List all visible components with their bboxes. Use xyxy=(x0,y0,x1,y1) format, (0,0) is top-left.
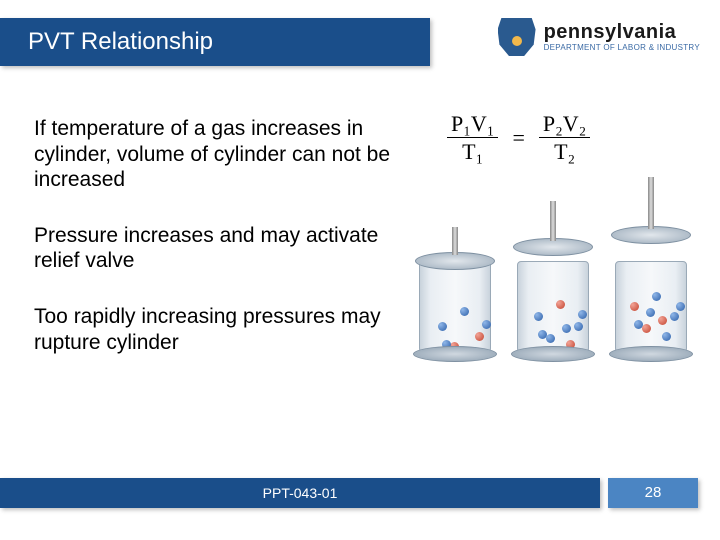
header: PVT Relationship pennsylvania DEPARTMENT… xyxy=(0,0,720,66)
combined-gas-law: P₁V₁ T₁ = P₂V₂ T₂ xyxy=(447,112,590,163)
keystone-icon xyxy=(498,18,536,56)
cylinders-illustration xyxy=(413,226,693,356)
figure-column: P₁V₁ T₁ = P₂V₂ T₂ xyxy=(419,116,690,385)
eq-right-num: P₂V₂ xyxy=(539,112,590,138)
footer: PPT-043-01 28 xyxy=(0,478,720,508)
fraction-right: P₂V₂ T₂ xyxy=(539,112,590,163)
eq-left-num: P₁V₁ xyxy=(447,112,498,138)
logo-dept: DEPARTMENT OF LABOR & INDUSTRY xyxy=(544,44,700,52)
cylinder xyxy=(413,226,497,356)
logo-state: pennsylvania xyxy=(544,22,700,42)
eq-right-den: T₂ xyxy=(554,138,575,163)
paragraph-1: If temperature of a gas increases in cyl… xyxy=(34,116,419,193)
footer-page: 28 xyxy=(608,478,698,508)
cylinder xyxy=(609,226,693,356)
logo-text: pennsylvania DEPARTMENT OF LABOR & INDUS… xyxy=(544,22,700,52)
paragraph-2: Pressure increases and may activate reli… xyxy=(34,223,419,274)
eq-left-den: T₁ xyxy=(462,138,483,163)
content: If temperature of a gas increases in cyl… xyxy=(0,66,720,385)
logo: pennsylvania DEPARTMENT OF LABOR & INDUS… xyxy=(498,18,700,56)
cylinder xyxy=(511,226,595,356)
footer-code: PPT-043-01 xyxy=(0,478,600,508)
equals-sign: = xyxy=(512,125,524,151)
fraction-left: P₁V₁ T₁ xyxy=(447,112,498,163)
paragraph-3: Too rapidly increasing pressures may rup… xyxy=(34,304,419,355)
text-column: If temperature of a gas increases in cyl… xyxy=(34,116,419,385)
page-title: PVT Relationship xyxy=(0,18,430,66)
